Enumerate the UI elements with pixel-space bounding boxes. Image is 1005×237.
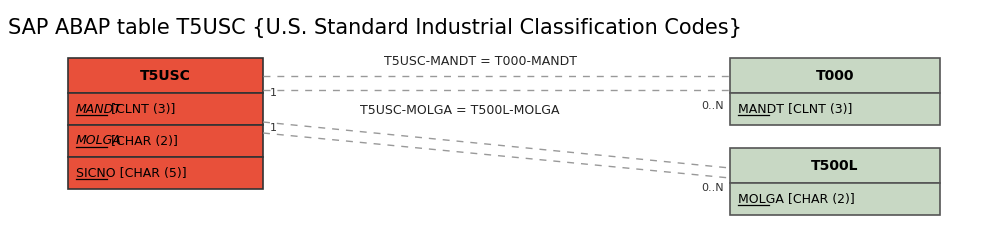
- Text: SAP ABAP table T5USC {U.S. Standard Industrial Classification Codes}: SAP ABAP table T5USC {U.S. Standard Indu…: [8, 18, 742, 38]
- Text: MOLGA: MOLGA: [76, 135, 122, 147]
- Text: 0..N: 0..N: [701, 183, 724, 193]
- Bar: [730, 93, 940, 125]
- Text: MANDT [CLNT (3)]: MANDT [CLNT (3)]: [738, 102, 852, 115]
- Text: [CLNT (3)]: [CLNT (3)]: [107, 102, 176, 115]
- Text: SICNO [CHAR (5)]: SICNO [CHAR (5)]: [76, 167, 187, 179]
- Bar: [730, 148, 940, 183]
- Bar: [68, 125, 263, 157]
- Text: T5USC-MOLGA = T500L-MOLGA: T5USC-MOLGA = T500L-MOLGA: [360, 104, 560, 117]
- Bar: [730, 183, 940, 215]
- Text: 1: 1: [270, 123, 277, 133]
- Bar: [68, 157, 263, 189]
- Bar: [68, 93, 263, 125]
- Text: [CHAR (2)]: [CHAR (2)]: [107, 135, 178, 147]
- Text: MANDT: MANDT: [76, 102, 122, 115]
- Text: T000: T000: [816, 68, 854, 82]
- Bar: [68, 58, 263, 93]
- Bar: [730, 58, 940, 93]
- Text: T5USC-MANDT = T000-MANDT: T5USC-MANDT = T000-MANDT: [384, 55, 577, 68]
- Text: MOLGA [CHAR (2)]: MOLGA [CHAR (2)]: [738, 192, 854, 205]
- Text: T500L: T500L: [811, 159, 858, 173]
- Text: T5USC: T5USC: [140, 68, 191, 82]
- Text: 0..N: 0..N: [701, 101, 724, 111]
- Text: 1: 1: [270, 88, 277, 98]
